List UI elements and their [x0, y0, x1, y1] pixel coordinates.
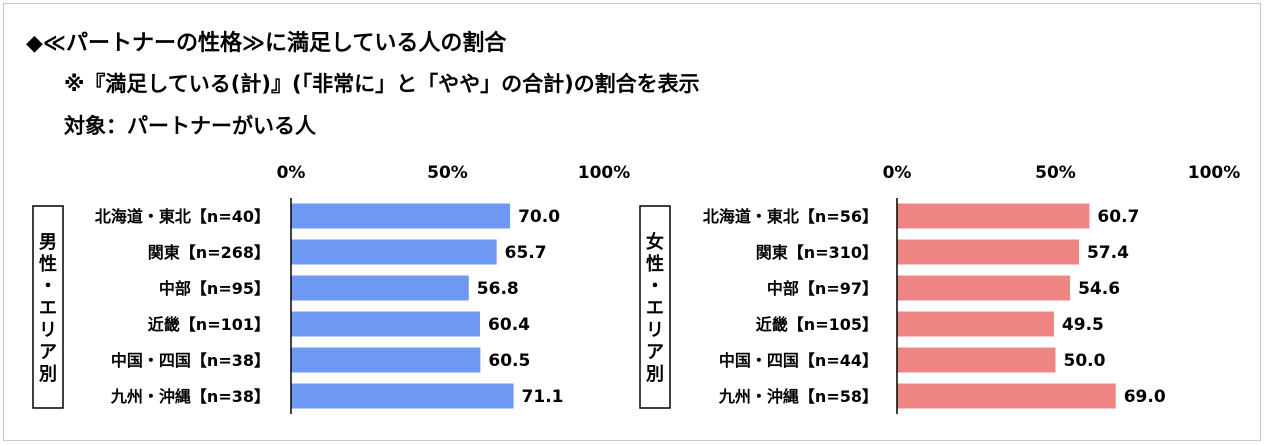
female-category-label: 中部【n=97】	[767, 279, 878, 298]
male-category-label: 近畿【n=101】	[148, 315, 270, 334]
female-value-label: 60.7	[1097, 207, 1139, 227]
female-group-label-char: リ	[646, 320, 664, 341]
male-group-label-char: 別	[39, 364, 57, 385]
female-bar	[897, 203, 1090, 229]
female-category-label: 九州・沖縄【n=58】	[718, 387, 878, 406]
male-bar	[291, 275, 469, 301]
female-group-label-char: 別	[646, 364, 664, 385]
female-value-label: 69.0	[1124, 387, 1166, 407]
female-category-label: 北海道・東北【n=56】	[703, 207, 878, 226]
chart-note: ※『満足している(計)』(「非常に」と「やや」の合計)の割合を表示	[64, 72, 700, 96]
chart-title: ◆≪パートナーの性格≫に満足している人の割合	[26, 31, 507, 56]
male-tick-label: 50%	[427, 163, 468, 183]
male-category-label: 中部【n=95】	[159, 279, 270, 298]
male-value-label: 71.1	[522, 387, 564, 407]
female-group-label-char: 性	[646, 253, 664, 275]
male-group-label-char: 性	[39, 253, 57, 275]
male-bar	[291, 347, 481, 373]
male-tick-label: 100%	[578, 163, 631, 183]
male-group-label-char: リ	[39, 320, 57, 341]
female-tick-label: 0%	[883, 163, 912, 183]
male-group-label-char: ア	[39, 342, 57, 363]
female-category-label: 近畿【n=105】	[756, 315, 878, 334]
male-group-label-char: ・	[39, 276, 57, 297]
male-bar	[291, 203, 511, 229]
female-bar	[897, 239, 1079, 265]
male-value-label: 65.7	[505, 243, 547, 263]
female-group-label-char: ・	[646, 276, 664, 297]
female-value-label: 49.5	[1062, 315, 1104, 335]
female-group-label-char: ア	[646, 342, 664, 363]
male-bar	[291, 383, 514, 409]
female-bar	[897, 275, 1071, 301]
female-value-label: 50.0	[1064, 351, 1106, 371]
male-value-label: 60.5	[488, 351, 530, 371]
male-category-label: 関東【n=268】	[148, 243, 270, 262]
female-bar	[897, 347, 1056, 373]
female-bar	[897, 383, 1116, 409]
male-group-box	[32, 205, 64, 409]
female-bar	[897, 311, 1054, 337]
male-bar	[291, 239, 497, 265]
female-group-box	[639, 205, 671, 409]
female-group-label-char: エ	[646, 298, 664, 319]
male-group-label-char: 男	[39, 232, 57, 253]
male-category-label: 北海道・東北【n=40】	[95, 207, 270, 226]
chart-target: 対象：パートナーがいる人	[64, 114, 316, 138]
female-tick-label: 50%	[1035, 163, 1076, 183]
female-value-label: 57.4	[1087, 243, 1129, 263]
male-tick-label: 0%	[277, 163, 306, 183]
male-value-label: 70.0	[518, 207, 560, 227]
female-category-label: 中国・四国【n=44】	[719, 351, 878, 370]
male-value-label: 60.4	[488, 315, 530, 335]
female-category-label: 関東【n=310】	[756, 243, 878, 262]
male-value-label: 56.8	[477, 279, 519, 299]
male-category-label: 九州・沖縄【n=38】	[110, 387, 270, 406]
male-category-label: 中国・四国【n=38】	[111, 351, 270, 370]
male-bar	[291, 311, 481, 337]
female-value-label: 54.6	[1078, 279, 1120, 299]
male-group-label-char: エ	[39, 298, 57, 319]
female-tick-label: 100%	[1188, 163, 1241, 183]
female-group-label-char: 女	[646, 231, 664, 253]
